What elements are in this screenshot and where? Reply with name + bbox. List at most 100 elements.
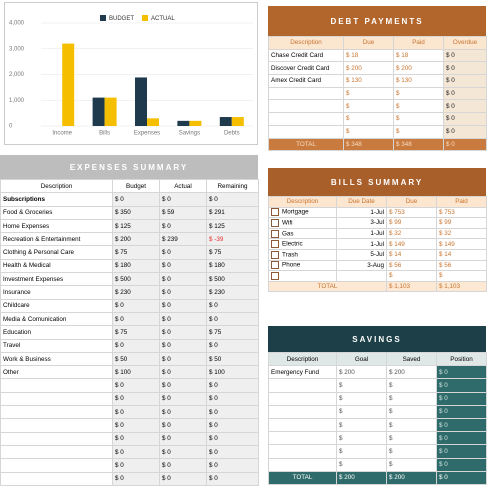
cell: $ 0 — [206, 431, 259, 446]
cell: $ 0 — [159, 458, 207, 473]
data-row: Media & Comunication $ 0 $ 0 $ 0 — [0, 311, 259, 327]
cell-text: Description — [286, 355, 319, 363]
cell-text: Food & Groceries — [3, 209, 53, 217]
cell: $ 350 — [112, 205, 160, 220]
cell: Health & Medical — [0, 258, 113, 274]
cell: TOTAL — [268, 470, 337, 485]
cell — [268, 112, 344, 126]
cell-text: $ 75 — [209, 328, 222, 336]
cell — [268, 391, 337, 406]
cell: $ 0 — [436, 378, 487, 393]
cell-text: $ 99 — [389, 219, 402, 227]
cell-text: Travel — [3, 342, 21, 350]
cell-text: $ 0 — [209, 475, 218, 483]
cell-text: Paid — [412, 39, 425, 47]
cell-text: $ — [339, 381, 343, 389]
column-header: Description — [268, 196, 337, 208]
data-row: Amex Credit Card $ 130 $ 130 $ 0 — [268, 74, 487, 88]
checkbox[interactable] — [271, 271, 279, 280]
data-row: Insurance $ 230 $ 0 $ 230 — [0, 285, 259, 300]
cell: Investment Expenses — [0, 272, 113, 287]
cell-text: Media & Comunication — [3, 315, 67, 323]
cell: $ — [386, 270, 437, 282]
cell-text: $ 0 — [446, 90, 455, 98]
cell-text: $ 0 — [439, 474, 448, 482]
checkbox[interactable] — [271, 261, 279, 270]
cell: Home Expenses — [0, 218, 113, 234]
cell: $ 0 — [206, 471, 259, 486]
cell-text: $ 0 — [209, 315, 218, 323]
cell: $ 0 — [159, 431, 207, 446]
cell: $ 0 — [443, 48, 487, 63]
cell-text: Discover Credit Card — [271, 64, 330, 72]
cell: $ 200 — [336, 365, 387, 380]
cell: $ 0 — [443, 112, 487, 126]
legend-swatch — [142, 15, 148, 21]
cell — [268, 431, 337, 446]
cell: $ 0 — [159, 192, 207, 207]
cell: $ — [343, 124, 394, 139]
cell: TOTAL — [268, 137, 344, 152]
column-header: Due — [343, 36, 394, 50]
cell: $ 200 — [393, 61, 444, 76]
cell: $ 0 — [436, 404, 487, 419]
y-tick-label: 1,000 — [9, 98, 25, 104]
cell: $ 18 — [343, 48, 394, 63]
cell-text: $ 500 — [209, 275, 225, 283]
cell: $ 99 — [386, 217, 437, 229]
cell-text: $ 100 — [115, 368, 131, 376]
cell: 3-Aug — [336, 259, 387, 272]
cell: Chase Credit Card — [268, 48, 344, 63]
cell: $ 0 — [206, 192, 259, 207]
legend-label: ACTUAL — [151, 16, 175, 22]
column-header: Paid — [393, 36, 444, 50]
checkbox[interactable] — [271, 218, 279, 227]
cell-text: $ — [346, 115, 350, 123]
checkbox[interactable] — [271, 250, 279, 259]
cell-text: $ 200 — [389, 368, 405, 376]
cell: $ 125 — [206, 218, 259, 234]
cell-text: $ 32 — [439, 230, 452, 238]
cell-text: $ 0 — [446, 140, 455, 148]
cell: $ 0 — [436, 457, 487, 472]
cell: $ 75 — [112, 245, 160, 260]
cell: $ 291 — [206, 205, 259, 220]
column-header: Paid — [436, 196, 487, 208]
data-row: $ 0 $ 0 $ 0 — [0, 391, 259, 407]
cell-text: $ 200 — [339, 368, 355, 376]
bar — [219, 117, 232, 126]
checkbox[interactable] — [271, 229, 279, 238]
cell: $ 0 — [112, 471, 160, 486]
cell-text: $ 0 — [439, 421, 448, 429]
cell-text: $ — [396, 128, 400, 136]
cell-text: $ — [396, 115, 400, 123]
cell — [0, 458, 113, 473]
cell: $ — [343, 112, 394, 126]
cell: $ 75 — [112, 325, 160, 340]
cell-text: $ 149 — [389, 240, 405, 248]
data-row: Health & Medical $ 180 $ 0 $ 180 — [0, 258, 259, 274]
cell: $ 753 — [436, 206, 487, 219]
cell-text: Emergency Fund — [271, 368, 319, 376]
cell: $ 0 — [159, 405, 207, 420]
cell: $ — [386, 391, 437, 406]
cell-text: Due — [362, 39, 375, 47]
cell-text: $ 0 — [209, 382, 218, 390]
cell: $ 125 — [112, 218, 160, 234]
cell: $ 0 — [436, 391, 487, 406]
cell-text: $ 348 — [346, 140, 362, 148]
cell-text: $ — [346, 90, 350, 98]
section-title: EXPENSES SUMMARY — [0, 155, 258, 179]
data-row: $ $ $ 0 — [268, 457, 487, 472]
cell: $ 56 — [436, 259, 487, 272]
cell-text: $ 0 — [162, 302, 171, 310]
checkbox[interactable] — [271, 208, 279, 217]
cell-text: $ — [339, 408, 343, 416]
checkbox[interactable] — [271, 240, 279, 249]
data-row: $ 0 $ 0 $ 0 — [0, 471, 259, 486]
cell: $ 0 — [206, 391, 259, 407]
header-row: Description Goal Saved Position — [268, 351, 487, 367]
cell: $ — [386, 431, 437, 446]
cell: $ 0 — [112, 298, 160, 313]
bar — [92, 97, 105, 126]
